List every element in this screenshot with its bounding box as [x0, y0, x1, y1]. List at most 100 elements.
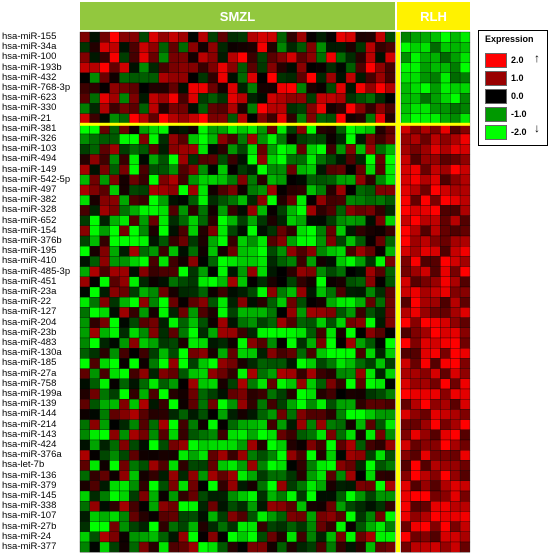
heatmap-cell: [257, 52, 268, 63]
heatmap-cell: [430, 399, 441, 410]
heatmap-cell: [79, 225, 91, 237]
heatmap-cell: [148, 154, 159, 165]
heatmap-cell: [375, 205, 386, 216]
heatmap-cell: [119, 31, 130, 43]
heatmap-cell: [158, 297, 169, 308]
heatmap-cell: [326, 174, 337, 186]
heatmap-cell: [99, 348, 110, 359]
heatmap-cell: [109, 297, 120, 308]
heatmap-cell: [257, 439, 268, 451]
heatmap-cell: [168, 266, 179, 277]
heatmap-cell: [178, 113, 189, 124]
heatmap-cell: [459, 72, 471, 84]
heatmap-cell: [158, 511, 169, 522]
heatmap-cell: [109, 93, 120, 104]
heatmap-cell: [276, 541, 288, 553]
heatmap-cell: [266, 337, 278, 349]
heatmap-cell: [335, 174, 347, 186]
heatmap-cell: [217, 378, 228, 390]
heatmap-cell: [286, 511, 297, 522]
heatmap-cell: [306, 256, 317, 267]
heatmap-cell: [79, 378, 91, 390]
heatmap-cell: [129, 235, 140, 247]
heatmap-cell: [420, 531, 431, 543]
heatmap-cell: [335, 521, 347, 532]
heatmap-cell: [99, 256, 110, 267]
heatmap-cell: [138, 541, 150, 553]
heatmap-cell: [355, 490, 366, 502]
heatmap-cell: [385, 184, 396, 196]
heatmap-cell: [410, 388, 421, 400]
heatmap-cell: [410, 348, 421, 359]
heatmap-cell: [345, 113, 356, 124]
heatmap-cell: [217, 460, 228, 471]
heatmap-cell: [99, 72, 110, 84]
heatmap-cell: [335, 429, 347, 441]
heatmap-cell: [420, 348, 431, 359]
heatmap-cell: [430, 327, 441, 339]
heatmap-cell: [306, 31, 317, 43]
heatmap-cell: [168, 256, 179, 267]
heatmap-cell: [148, 327, 159, 339]
heatmap-cell: [375, 501, 386, 512]
heatmap-cell: [420, 439, 431, 451]
row-label: hsa-miR-410: [2, 255, 57, 267]
heatmap-cell: [148, 93, 159, 104]
legend-swatch-m2: [485, 125, 507, 140]
heatmap-cell: [316, 521, 327, 532]
heatmap-cell: [198, 337, 209, 349]
heatmap-cell: [227, 215, 238, 226]
heatmap-cell: [129, 93, 140, 104]
heatmap-cell: [355, 307, 366, 318]
heatmap-cell: [129, 113, 140, 124]
heatmap-cell: [207, 511, 219, 522]
heatmap-cell: [237, 521, 248, 532]
heatmap-cell: [400, 195, 412, 206]
heatmap-cell: [188, 205, 199, 216]
heatmap-cell: [99, 133, 110, 145]
heatmap-cell: [335, 317, 347, 328]
heatmap-cell: [217, 317, 228, 328]
heatmap-cell: [430, 256, 441, 267]
heatmap-cell: [266, 144, 278, 155]
heatmap-cell: [450, 205, 461, 216]
heatmap-cell: [335, 52, 347, 63]
heatmap-cell: [375, 327, 386, 339]
heatmap-cell: [178, 215, 189, 226]
heatmap-cell: [266, 388, 278, 400]
heatmap-cell: [207, 470, 219, 481]
heatmap-cell: [178, 490, 189, 502]
heatmap-cell: [355, 103, 366, 114]
heatmap-cell: [335, 215, 347, 226]
heatmap-cell: [375, 480, 386, 492]
heatmap-cell: [459, 82, 471, 94]
heatmap-cell: [178, 286, 189, 298]
heatmap-cell: [138, 31, 150, 43]
heatmap-cell: [188, 450, 199, 461]
heatmap-cell: [89, 235, 100, 247]
heatmap-cell: [316, 31, 327, 43]
heatmap-cell: [168, 368, 179, 379]
heatmap-cell: [89, 368, 100, 379]
heatmap-cell: [207, 460, 219, 471]
heatmap-cell: [400, 368, 412, 379]
heatmap-cell: [420, 133, 431, 145]
heatmap-cell: [266, 470, 278, 481]
heatmap-cell: [420, 399, 431, 410]
heatmap-cell: [148, 144, 159, 155]
heatmap-cell: [306, 531, 317, 543]
heatmap-cell: [316, 511, 327, 522]
heatmap-cell: [217, 439, 228, 451]
heatmap-cell: [198, 327, 209, 339]
heatmap-cell: [247, 358, 258, 369]
heatmap-cell: [355, 31, 366, 43]
heatmap-cell: [335, 327, 347, 339]
heatmap-cell: [148, 164, 159, 175]
row-label: hsa-miR-23b: [2, 326, 57, 338]
heatmap-cell: [109, 490, 120, 502]
heatmap-cell: [79, 62, 91, 73]
heatmap-cell: [79, 460, 91, 471]
heatmap-cell: [109, 266, 120, 277]
heatmap-cell: [365, 317, 376, 328]
heatmap-cell: [365, 266, 376, 277]
